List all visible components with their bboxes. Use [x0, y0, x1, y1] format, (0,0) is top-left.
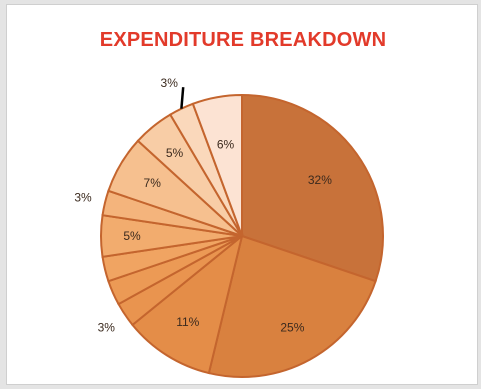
- slice-label-2: 25%: [280, 320, 304, 334]
- slice-label-9: 7%: [144, 176, 162, 190]
- slice-label-12: 6%: [217, 137, 235, 151]
- pie-slice-3: [131, 233, 244, 375]
- chart-title: EXPENDITURE BREAKDOWN: [99, 29, 387, 51]
- pie-slice-2: [207, 234, 377, 378]
- chart-panel: EXPENDITURE BREAKDOWN 32% 25% 11% 3% 5% 3% 7% 5…: [6, 4, 478, 385]
- slice-label-1: 32%: [308, 173, 332, 187]
- pie-slices: [100, 93, 384, 378]
- slice-label-4: 3%: [98, 320, 116, 334]
- pie-slice-1: [241, 93, 384, 283]
- pie-chart: 32% 25% 11% 3% 5% 3% 7% 5% 3% 6%: [74, 76, 384, 378]
- slice-label-11: 3%: [161, 76, 179, 90]
- slice-label-3: 11%: [176, 315, 199, 329]
- pie-slice-12: [191, 93, 243, 237]
- slice-label-10: 5%: [166, 146, 184, 160]
- pie-labels: 32% 25% 11% 3% 5% 3% 7% 5% 3% 6%: [74, 76, 332, 334]
- slice-label-7: 5%: [123, 229, 141, 243]
- slice-label-8: 3%: [74, 191, 92, 205]
- leader-line: [180, 87, 185, 109]
